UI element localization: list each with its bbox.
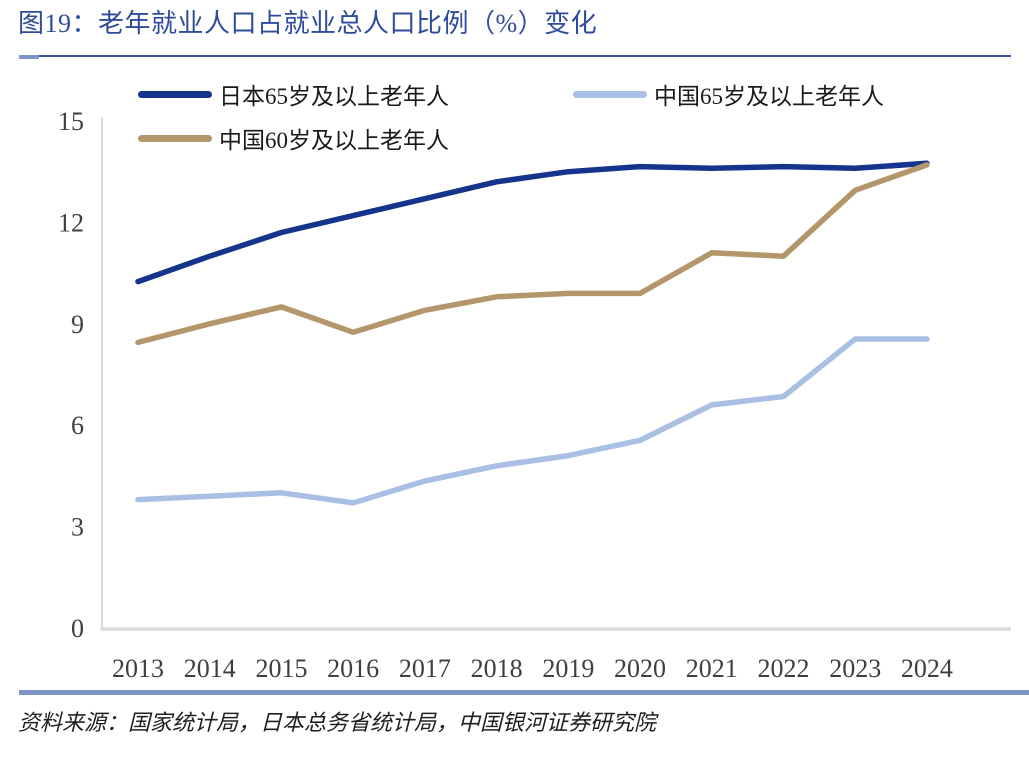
legend-swatch-china-65plus: [573, 90, 647, 98]
series-line-日本65岁及以上老年人: [135, 160, 930, 285]
legend-swatch-china-60plus: [138, 134, 212, 142]
y-tick-label: 3: [71, 513, 84, 542]
x-tick-label: 2022: [757, 654, 809, 683]
x-tick-label: 2016: [327, 654, 379, 683]
series-line-中国65岁及以上老年人: [135, 336, 930, 506]
legend-item-china-65plus: 中国65岁及以上老年人: [573, 79, 884, 109]
x-tick-label: 2015: [255, 654, 307, 683]
x-tick-label: 2020: [614, 654, 666, 683]
legend-label-japan-65plus: 日本65岁及以上老年人: [219, 84, 449, 109]
x-tick-label: 2024: [901, 654, 953, 683]
line-chart: 0 3 6 9 12 15 2013 2014 2015 2016 2017 2018 2019 2020…: [58, 107, 1011, 683]
y-tick-label: 0: [71, 614, 84, 643]
x-tick-label: 2017: [399, 654, 451, 683]
legend-swatch-japan-65plus: [138, 90, 212, 98]
bottom-divider: [19, 690, 1029, 695]
x-tick-label: 2019: [542, 654, 594, 683]
y-tick-label: 9: [71, 310, 84, 339]
legend-label-china-60plus: 中国60岁及以上老年人: [219, 128, 449, 153]
x-tick-label: 2023: [829, 654, 881, 683]
series-line-中国60岁及以上老年人: [135, 162, 930, 346]
x-tick-label: 2021: [686, 654, 738, 683]
title-rule-accent: [19, 55, 39, 59]
y-tick-label: 15: [58, 107, 84, 136]
legend-item-china-60plus: 中国60岁及以上老年人: [138, 123, 449, 153]
x-tick-label: 2018: [471, 654, 523, 683]
x-tick-label: 2014: [184, 654, 236, 683]
y-tick-label: 6: [71, 411, 84, 440]
figure-title: 图19：老年就业人口占就业总人口比例（%）变化: [18, 9, 598, 38]
legend-item-japan-65plus: 日本65岁及以上老年人: [138, 79, 449, 109]
x-tick-label: 2013: [112, 654, 164, 683]
source-note: 资料来源：国家统计局，日本总务省统计局，中国银河证券研究院: [18, 710, 657, 735]
title-rule: [39, 55, 1011, 57]
legend-label-china-65plus: 中国65岁及以上老年人: [654, 84, 884, 109]
y-tick-label: 12: [58, 208, 84, 237]
